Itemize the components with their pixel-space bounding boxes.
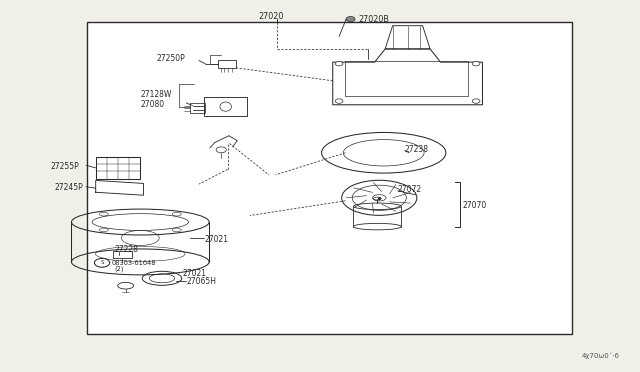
Text: 27021: 27021 — [183, 269, 207, 278]
Text: 27020B: 27020B — [358, 15, 389, 23]
Bar — [88, 22, 572, 334]
Text: 08363-61648: 08363-61648 — [111, 260, 156, 266]
Text: 27128W: 27128W — [140, 90, 172, 99]
Text: (2): (2) — [115, 266, 124, 272]
Ellipse shape — [372, 195, 386, 201]
Circle shape — [335, 61, 343, 66]
Text: 27021: 27021 — [204, 235, 228, 244]
Text: 27065H: 27065H — [186, 278, 216, 286]
Circle shape — [346, 16, 355, 22]
Text: 4χ70ω0´·6: 4χ70ω0´·6 — [581, 353, 620, 359]
Bar — [218, 60, 236, 68]
Circle shape — [472, 61, 480, 66]
Ellipse shape — [353, 223, 401, 230]
Text: 27228: 27228 — [115, 245, 139, 254]
Bar — [346, 61, 468, 96]
Text: 27020: 27020 — [259, 12, 284, 21]
Text: 27072: 27072 — [397, 185, 422, 194]
Text: 27070: 27070 — [463, 201, 487, 210]
Text: 27245P: 27245P — [54, 183, 83, 192]
Bar — [204, 97, 247, 116]
Text: 27080: 27080 — [140, 100, 164, 109]
Text: S: S — [100, 260, 104, 265]
Bar — [96, 157, 140, 179]
Bar — [113, 251, 132, 258]
Bar — [190, 103, 205, 113]
Text: 27238: 27238 — [404, 145, 429, 154]
Circle shape — [472, 99, 480, 103]
Circle shape — [335, 99, 343, 103]
Text: 27255P: 27255P — [51, 162, 79, 171]
Text: 27250P: 27250P — [156, 54, 185, 63]
